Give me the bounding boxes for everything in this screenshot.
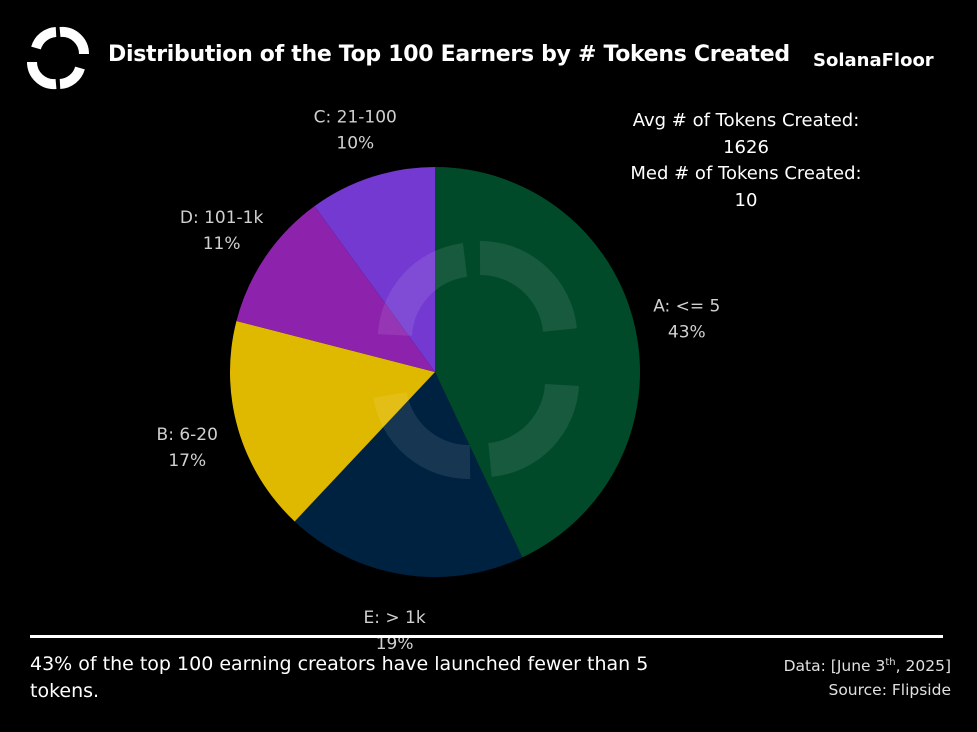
chart-title: Distribution of the Top 100 Earners by #… <box>108 42 790 67</box>
pie-slice-1 <box>435 167 641 558</box>
slice-label-2: E: > 1k <box>364 608 426 628</box>
slice-label-4: D: 101-1k <box>180 208 264 228</box>
solanafloor-logo-icon <box>26 26 90 90</box>
slice-label-1: A: <= 5 <box>653 297 720 317</box>
pie-slice-5 <box>314 167 435 372</box>
slice-label-5: C: 21-100 <box>314 108 397 128</box>
pie-slice-2 <box>294 372 523 578</box>
watermark-logo-icon <box>373 240 579 480</box>
brand-name: SolanaFloor <box>813 50 934 71</box>
med-value: 10 <box>734 189 758 211</box>
data-date: Data: [June 3th, 2025] <box>783 657 951 676</box>
footer-caption: 43% of the top 100 earning creators have… <box>30 653 649 702</box>
slice-value-label-1: 43% <box>668 323 706 343</box>
slice-value-label-5: 10% <box>336 134 374 154</box>
avg-value: 1626 <box>723 136 769 158</box>
stats-panel: Avg # of Tokens Created: 1626 Med # of T… <box>600 108 892 214</box>
slice-value-label-3: 17% <box>168 451 206 471</box>
avg-label: Avg # of Tokens Created: <box>632 110 860 131</box>
pie-slice-3 <box>229 321 435 522</box>
slice-value-label-4: 11% <box>203 234 241 254</box>
med-label: Med # of Tokens Created: <box>630 163 862 184</box>
slice-value-label-2: 19% <box>376 634 414 654</box>
data-source: Data: [June 3th, 2025] Source: Flipside <box>784 651 951 702</box>
source-label: Source: Flipside <box>828 681 951 700</box>
footer-divider <box>30 635 943 638</box>
slice-label-3: B: 6-20 <box>157 425 218 445</box>
pie-slice-4 <box>236 206 435 372</box>
